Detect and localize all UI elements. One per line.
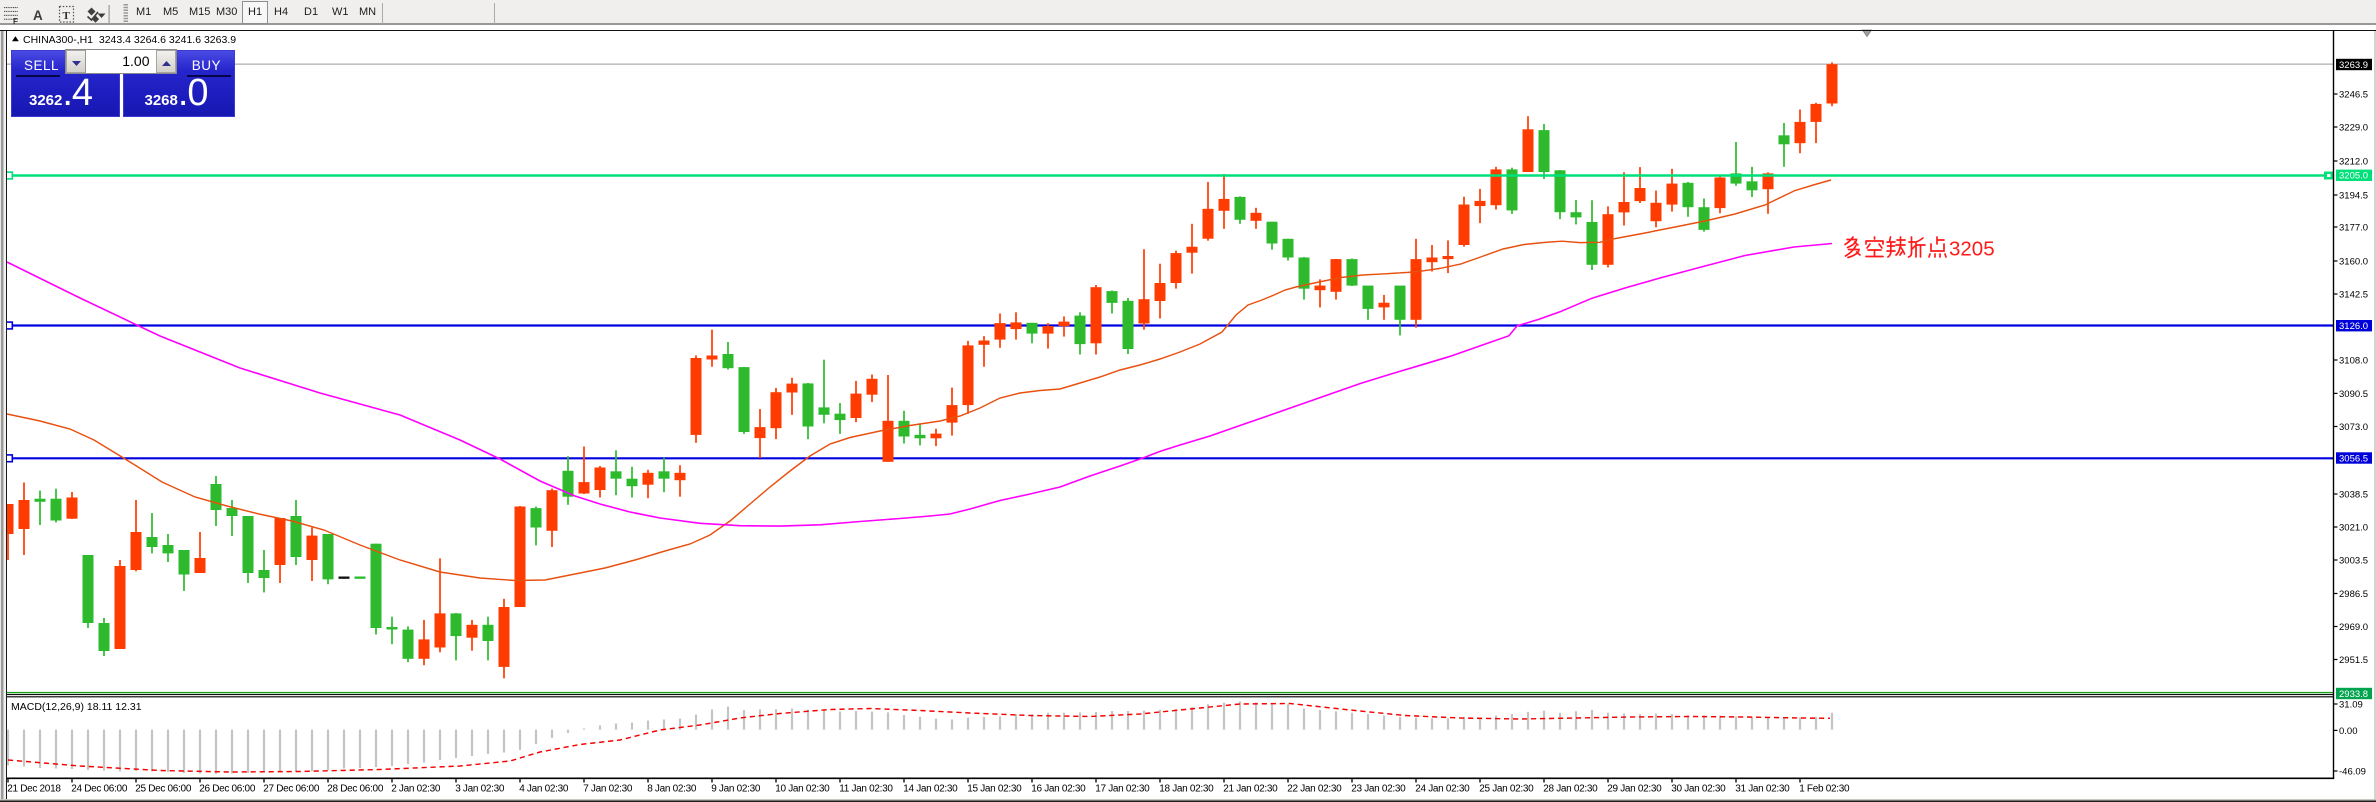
svg-text:3177.0: 3177.0 [2339, 222, 2368, 233]
svg-text:3056.5: 3056.5 [2339, 453, 2368, 464]
svg-text:F: F [13, 17, 18, 26]
svg-text:28 Dec 06:00: 28 Dec 06:00 [327, 784, 384, 795]
svg-text:17 Jan 02:30: 17 Jan 02:30 [1095, 784, 1150, 795]
svg-text:8 Jan 02:30: 8 Jan 02:30 [647, 784, 697, 795]
svg-text:15 Jan 02:30: 15 Jan 02:30 [967, 784, 1022, 795]
svg-text:-46.09: -46.09 [2339, 766, 2366, 777]
svg-text:23 Jan 02:30: 23 Jan 02:30 [1351, 784, 1406, 795]
svg-text:1 Feb 02:30: 1 Feb 02:30 [1799, 784, 1850, 795]
svg-text:3142.5: 3142.5 [2339, 289, 2368, 300]
svg-text:21 Dec 2018: 21 Dec 2018 [7, 784, 61, 795]
svg-text:14 Jan 02:30: 14 Jan 02:30 [903, 784, 958, 795]
svg-text:28 Jan 02:30: 28 Jan 02:30 [1543, 784, 1598, 795]
svg-text:3160.0: 3160.0 [2339, 256, 2368, 267]
svg-text:2 Jan 02:30: 2 Jan 02:30 [391, 784, 441, 795]
svg-text:30 Jan 02:30: 30 Jan 02:30 [1671, 784, 1726, 795]
svg-text:3205.0: 3205.0 [2339, 171, 2368, 182]
svg-text:3126.0: 3126.0 [2339, 321, 2368, 332]
svg-text:27 Dec 06:00: 27 Dec 06:00 [263, 784, 320, 795]
svg-text:3073.0: 3073.0 [2339, 422, 2368, 433]
svg-text:24 Jan 02:30: 24 Jan 02:30 [1415, 784, 1470, 795]
svg-text:3263.9: 3263.9 [2339, 60, 2368, 71]
svg-text:A: A [33, 8, 43, 23]
svg-text:3038.5: 3038.5 [2339, 489, 2368, 500]
svg-text:21 Jan 02:30: 21 Jan 02:30 [1223, 784, 1278, 795]
svg-text:2933.8: 2933.8 [2339, 689, 2368, 700]
svg-text:2969.0: 2969.0 [2339, 622, 2368, 633]
svg-text:24 Dec 06:00: 24 Dec 06:00 [71, 784, 128, 795]
svg-text:MACD(12,26,9) 18.11 12.31: MACD(12,26,9) 18.11 12.31 [11, 701, 142, 713]
svg-text:3021.0: 3021.0 [2339, 522, 2368, 533]
svg-text:22 Jan 02:30: 22 Jan 02:30 [1287, 784, 1342, 795]
svg-text:11 Jan 02:30: 11 Jan 02:30 [839, 784, 893, 795]
svg-text:7 Jan 02:30: 7 Jan 02:30 [583, 784, 633, 795]
svg-text:4 Jan 02:30: 4 Jan 02:30 [519, 784, 569, 795]
svg-text:26 Dec 06:00: 26 Dec 06:00 [199, 784, 256, 795]
svg-text:31 Jan 02:30: 31 Jan 02:30 [1735, 784, 1790, 795]
svg-text:3194.5: 3194.5 [2339, 190, 2368, 201]
svg-text:2986.5: 2986.5 [2339, 589, 2368, 600]
svg-text:3212.0: 3212.0 [2339, 156, 2368, 167]
svg-text:3205: 3205 [1949, 238, 1995, 261]
svg-text:9 Jan 02:30: 9 Jan 02:30 [711, 784, 761, 795]
svg-text:16 Jan 02:30: 16 Jan 02:30 [1031, 784, 1086, 795]
svg-text:10 Jan 02:30: 10 Jan 02:30 [775, 784, 830, 795]
svg-text:CHINA300-,H1 3243.4 3264.6 32: CHINA300-,H1 3243.4 3264.6 3241.6 3263.9 [23, 34, 236, 46]
svg-text:T: T [63, 10, 71, 22]
svg-text:3090.5: 3090.5 [2339, 389, 2368, 400]
svg-text:25 Jan 02:30: 25 Jan 02:30 [1479, 784, 1534, 795]
svg-text:31.09: 31.09 [2339, 699, 2363, 710]
svg-text:3108.0: 3108.0 [2339, 355, 2368, 366]
svg-text:0.00: 0.00 [2339, 726, 2358, 737]
svg-text:3229.0: 3229.0 [2339, 122, 2368, 133]
svg-text:25 Dec 06:00: 25 Dec 06:00 [135, 784, 192, 795]
svg-text:3246.5: 3246.5 [2339, 89, 2368, 100]
svg-text:3 Jan 02:30: 3 Jan 02:30 [455, 784, 505, 795]
svg-text:29 Jan 02:30: 29 Jan 02:30 [1607, 784, 1662, 795]
svg-text:2951.5: 2951.5 [2339, 655, 2368, 666]
svg-text:18 Jan 02:30: 18 Jan 02:30 [1159, 784, 1214, 795]
svg-text:3003.5: 3003.5 [2339, 555, 2368, 566]
